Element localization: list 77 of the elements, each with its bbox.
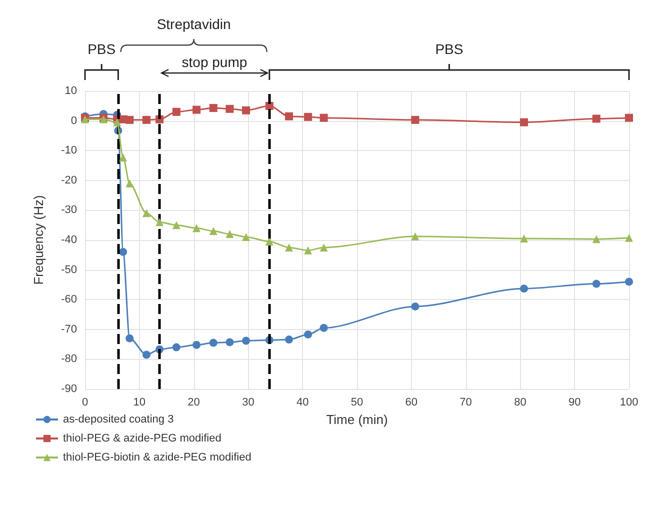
point <box>126 116 134 124</box>
x-tick-label: 90 <box>568 396 581 408</box>
y-tick-label: -50 <box>61 264 77 276</box>
point <box>156 218 164 226</box>
x-tick-label: 0 <box>82 396 88 408</box>
text: PBS <box>435 41 464 57</box>
x-tick-label: 40 <box>296 396 309 408</box>
text: stop pump <box>182 54 248 70</box>
point <box>226 230 234 238</box>
x-tick-label: 30 <box>242 396 254 408</box>
point <box>142 116 150 124</box>
point <box>242 106 250 114</box>
point <box>411 232 420 240</box>
point <box>411 116 420 124</box>
point <box>192 106 201 114</box>
y-tick-label: 0 <box>70 114 77 127</box>
x-tick-label: 10 <box>133 396 146 408</box>
point <box>320 324 328 332</box>
text: Streptavidin <box>156 16 231 32</box>
y-tick-label: -60 <box>61 294 77 306</box>
x-tick-label: 50 <box>350 396 364 408</box>
point <box>304 246 312 254</box>
point <box>592 235 600 244</box>
y-tick-label: -80 <box>61 353 77 366</box>
y-tick-label: -20 <box>61 174 77 186</box>
point <box>119 248 128 256</box>
legend-label: thiol-PEG & azide-PEG modified <box>63 432 222 444</box>
point <box>192 340 201 349</box>
y-tick-label: -90 <box>61 383 77 395</box>
point <box>520 284 528 293</box>
point <box>304 330 312 338</box>
point <box>625 234 633 242</box>
point <box>192 224 201 232</box>
x-tick-label: 80 <box>514 396 526 408</box>
point <box>209 227 218 236</box>
point <box>320 114 328 122</box>
text: PBS <box>88 41 116 57</box>
point <box>142 209 150 218</box>
point <box>625 278 633 286</box>
point <box>242 336 250 345</box>
point <box>625 114 633 122</box>
point <box>520 234 528 243</box>
y-tick-label: 10 <box>64 85 77 97</box>
point <box>172 221 180 230</box>
point <box>209 338 218 347</box>
point <box>285 112 293 120</box>
y-tick-label: -10 <box>61 144 77 157</box>
x-tick-label: 20 <box>188 396 200 408</box>
point <box>119 153 128 162</box>
point <box>592 114 600 123</box>
point <box>226 338 234 346</box>
point <box>411 302 420 310</box>
point <box>592 280 600 288</box>
y-axis-title: Frequency (Hz) <box>31 195 46 285</box>
x-tick-label: 60 <box>405 396 418 408</box>
x-tick-label: 100 <box>620 396 638 408</box>
point <box>113 118 122 126</box>
legend-label: thiol-PEG-biotin & azide-PEG modified <box>63 452 252 464</box>
point <box>172 108 180 116</box>
y-tick-label: -40 <box>61 234 77 246</box>
point <box>285 243 293 252</box>
x-tick-label: 70 <box>460 396 472 408</box>
point <box>172 343 180 352</box>
point <box>142 350 150 359</box>
y-tick-label: -70 <box>61 323 77 336</box>
point <box>520 118 528 126</box>
x-axis-title: Time (min) <box>326 412 388 427</box>
point <box>304 112 312 121</box>
point <box>242 233 250 242</box>
point <box>320 243 328 252</box>
point <box>265 237 274 246</box>
legend-label: as-deposited coating 3 <box>63 414 174 426</box>
point <box>226 104 234 113</box>
point <box>209 104 218 112</box>
point <box>285 336 293 344</box>
y-tick-label: -30 <box>61 204 77 216</box>
point <box>126 334 134 342</box>
